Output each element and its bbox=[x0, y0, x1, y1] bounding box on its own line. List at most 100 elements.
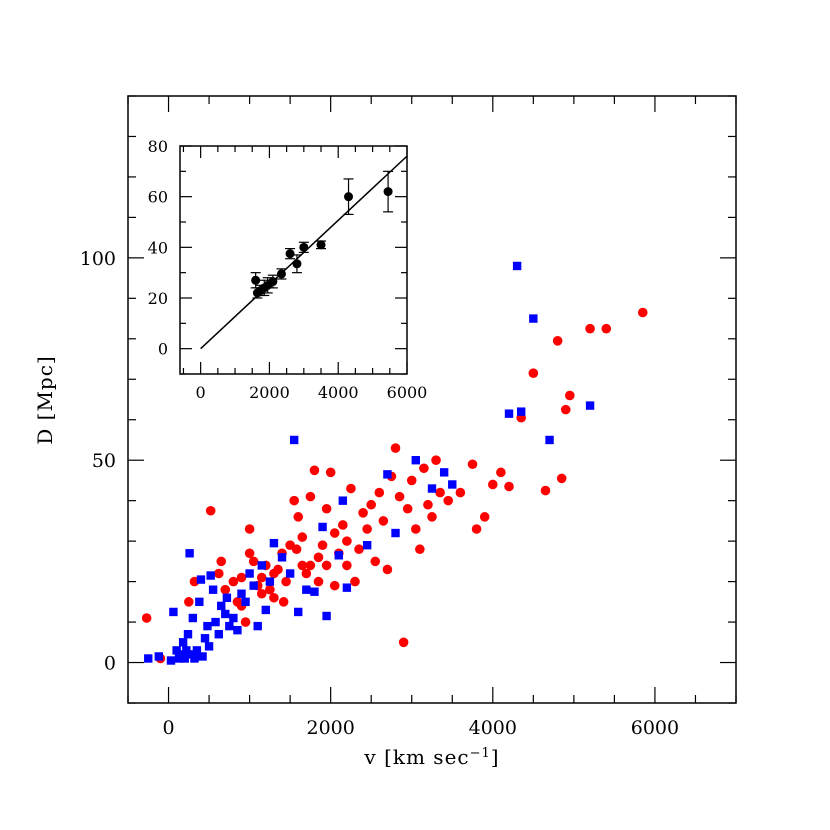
inset-x-tick-label: 6000 bbox=[387, 383, 428, 402]
red-point bbox=[205, 505, 216, 516]
red-point bbox=[419, 463, 429, 474]
blue-point bbox=[310, 587, 319, 596]
red-point bbox=[358, 508, 368, 518]
inset-axis-ticks bbox=[180, 145, 408, 375]
blue-point bbox=[516, 407, 526, 416]
red-point bbox=[479, 512, 490, 522]
red-point bbox=[278, 597, 289, 607]
inset-point bbox=[383, 187, 393, 197]
red-point bbox=[228, 576, 239, 587]
red-point bbox=[213, 568, 224, 579]
blue-point bbox=[427, 484, 437, 493]
blue-point bbox=[180, 654, 189, 663]
blue-point bbox=[338, 496, 348, 505]
blue-point bbox=[269, 538, 279, 548]
x-tick-label: 2000 bbox=[306, 717, 354, 739]
red-point bbox=[297, 560, 308, 571]
inset-y-tick-label: 40 bbox=[148, 238, 168, 257]
blue-point bbox=[383, 470, 392, 479]
inset-background bbox=[180, 146, 407, 374]
red-point bbox=[394, 491, 405, 502]
red-point bbox=[321, 560, 332, 571]
blue-point bbox=[545, 435, 554, 445]
red-point bbox=[565, 390, 575, 401]
inset-point bbox=[292, 259, 302, 269]
blue-point bbox=[198, 652, 207, 661]
red-point bbox=[256, 572, 267, 583]
blue-point bbox=[214, 630, 223, 639]
red-point bbox=[398, 637, 409, 648]
y-tick-label: 0 bbox=[104, 653, 116, 675]
red-point bbox=[601, 323, 612, 334]
inset-y-tick-label: 60 bbox=[148, 188, 168, 207]
blue-point bbox=[391, 528, 400, 538]
red-point bbox=[423, 499, 433, 510]
red-point bbox=[141, 613, 152, 623]
red-point bbox=[556, 473, 567, 484]
red-point bbox=[528, 368, 539, 378]
red-point bbox=[317, 540, 328, 550]
red-point bbox=[184, 597, 194, 607]
blue-point bbox=[192, 646, 202, 655]
blue-point bbox=[362, 540, 372, 550]
blue-point bbox=[322, 611, 331, 621]
red-point bbox=[374, 487, 385, 498]
red-point bbox=[240, 617, 251, 627]
red-point bbox=[504, 481, 514, 492]
blue-point bbox=[178, 638, 188, 647]
red-point bbox=[291, 544, 302, 555]
inset-points bbox=[251, 187, 393, 298]
blue-point bbox=[302, 585, 311, 594]
y-tick-label: 50 bbox=[92, 450, 116, 472]
red-point bbox=[293, 512, 304, 522]
red-point bbox=[427, 512, 437, 522]
red-point bbox=[236, 572, 247, 583]
red-point bbox=[297, 532, 308, 542]
inset-y-tick-label: 20 bbox=[148, 289, 168, 308]
blue-series bbox=[144, 261, 595, 665]
blue-point bbox=[204, 642, 214, 651]
blue-point bbox=[182, 646, 191, 655]
blue-point bbox=[241, 597, 250, 607]
blue-point bbox=[195, 597, 204, 607]
red-point bbox=[256, 588, 267, 599]
blue-point bbox=[334, 551, 343, 560]
inset-x-tick-label: 4000 bbox=[318, 383, 359, 402]
main-plot-frame bbox=[127, 95, 737, 704]
blue-point bbox=[277, 553, 287, 562]
x-axis-title: v [km sec−1] bbox=[363, 745, 499, 769]
blue-point bbox=[439, 468, 449, 477]
red-point bbox=[435, 487, 445, 498]
blue-point bbox=[261, 605, 271, 615]
red-point bbox=[216, 556, 227, 567]
red-point bbox=[410, 524, 421, 534]
red-point bbox=[305, 491, 316, 502]
inset-point bbox=[299, 242, 309, 252]
blue-point bbox=[166, 656, 176, 665]
inset-y-tick-label: 0 bbox=[158, 340, 168, 359]
blue-point bbox=[190, 654, 199, 663]
red-point bbox=[496, 467, 506, 478]
blue-point bbox=[257, 561, 266, 570]
red-point bbox=[281, 576, 291, 587]
inset-y-tick-label: 80 bbox=[148, 137, 168, 156]
red-point bbox=[309, 465, 320, 476]
red-point bbox=[455, 487, 466, 498]
red-point bbox=[585, 323, 595, 334]
blue-point bbox=[245, 569, 254, 578]
red-point bbox=[329, 528, 340, 538]
red-point bbox=[338, 520, 348, 530]
red-point bbox=[350, 576, 360, 587]
red-point bbox=[321, 503, 332, 514]
red-point bbox=[370, 556, 381, 567]
blue-point bbox=[144, 654, 153, 663]
blue-point bbox=[585, 401, 595, 410]
blue-point bbox=[294, 607, 303, 617]
main-axis-ticks bbox=[127, 95, 737, 704]
red-point bbox=[488, 479, 498, 490]
red-point bbox=[402, 503, 413, 514]
blue-point bbox=[318, 522, 327, 532]
red-point bbox=[637, 307, 648, 318]
inset-point bbox=[344, 192, 354, 202]
blue-point bbox=[203, 621, 212, 631]
